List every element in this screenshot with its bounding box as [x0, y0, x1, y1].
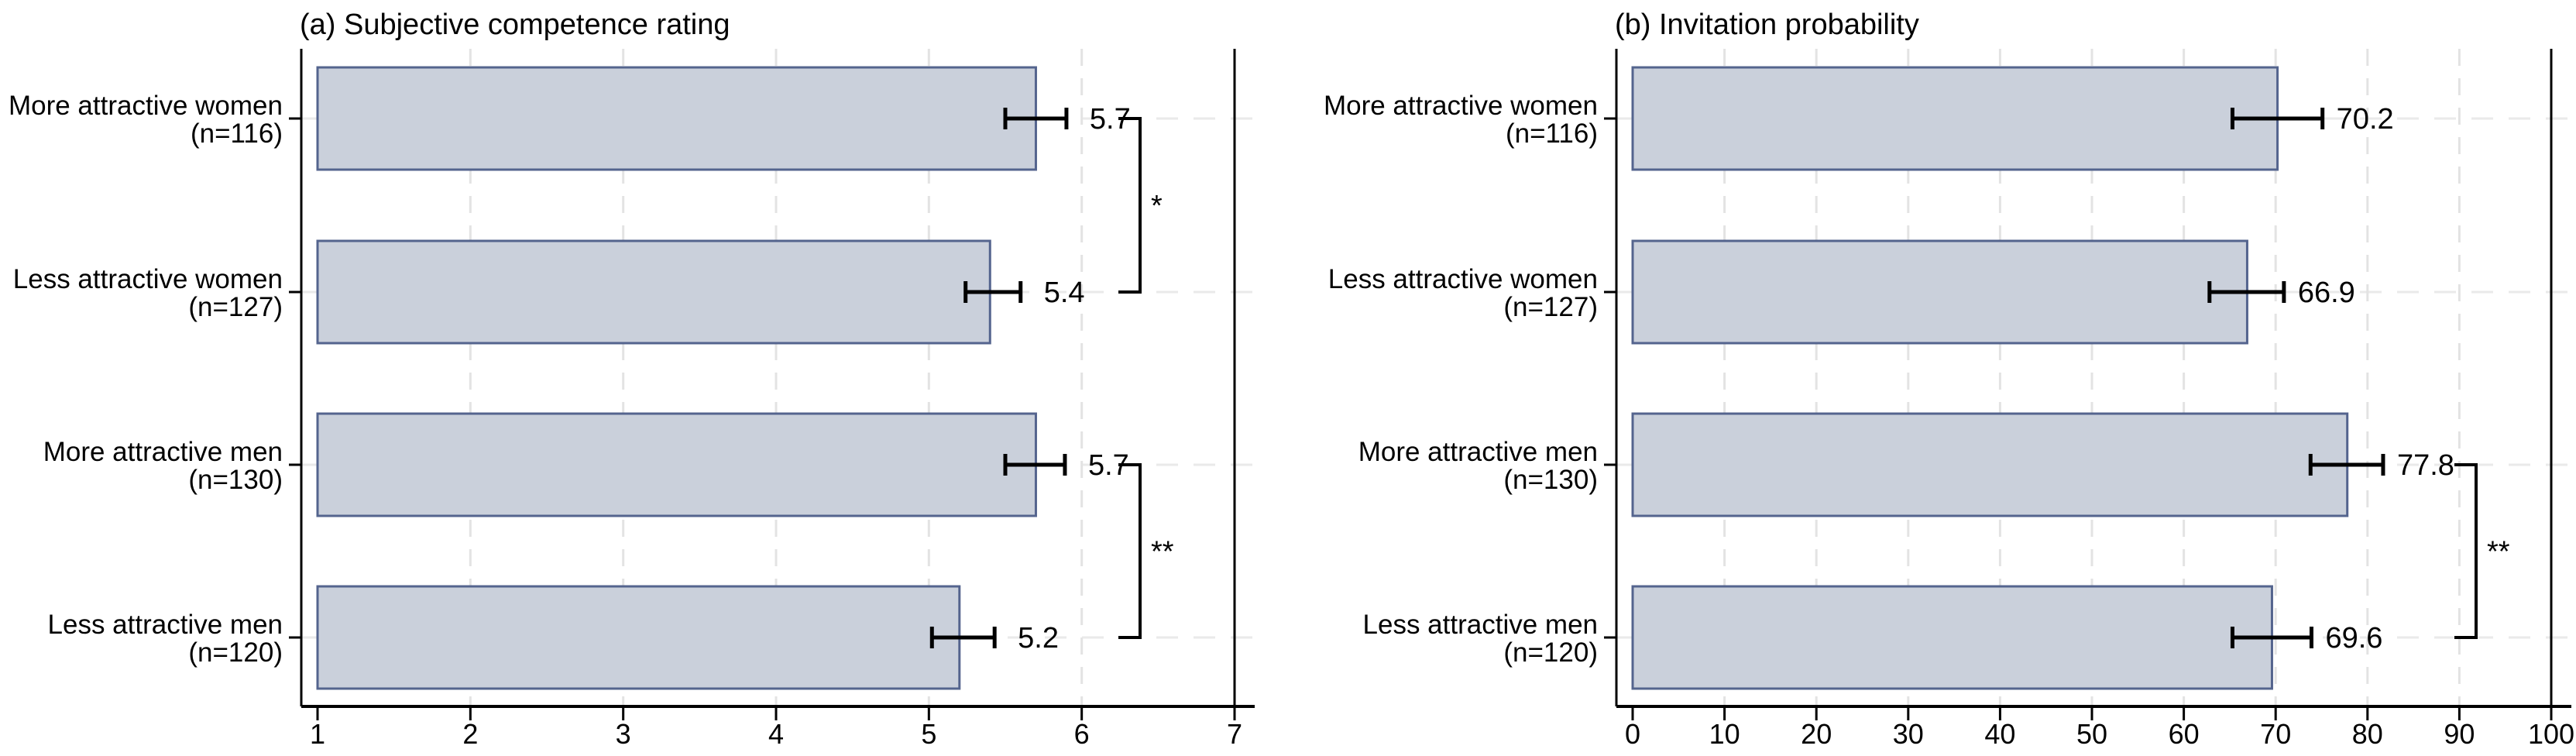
x-tick-label: 10	[1709, 718, 1740, 750]
bar-value-label: 66.9	[2298, 277, 2355, 309]
panel-title: (b) Invitation probability	[1615, 9, 1919, 41]
significance-bracket	[1118, 463, 1142, 639]
category-label-line1: Less attractive women	[13, 264, 283, 294]
x-tick-label: 4	[768, 718, 784, 750]
category-label-line1: More attractive men	[43, 437, 283, 467]
bar-value-label: 69.6	[2325, 622, 2382, 655]
bar	[1631, 412, 2349, 517]
category-label-line1: Less attractive men	[1363, 610, 1598, 640]
category-label-line1: More attractive women	[9, 91, 283, 121]
significance-bracket	[2454, 463, 2478, 639]
category-label-line2: (n=127)	[188, 292, 283, 322]
category-label-line2: (n=130)	[1503, 465, 1598, 495]
x-tick-label: 70	[2260, 718, 2291, 750]
bar	[316, 66, 1037, 171]
category-label-line2: (n=127)	[1503, 292, 1598, 322]
bar	[1631, 585, 2273, 690]
panel-title: (a) Subjective competence rating	[300, 9, 730, 41]
x-tick-label: 100	[2528, 718, 2574, 750]
bar-value-label: 5.2	[1018, 622, 1059, 655]
x-tick-label: 7	[1227, 718, 1242, 750]
significance-label: *	[1151, 190, 1163, 222]
x-tick-label: 80	[2352, 718, 2383, 750]
x-tick-label: 30	[1893, 718, 1924, 750]
category-label-line2: (n=116)	[191, 119, 283, 149]
category-label-line1: Less attractive men	[48, 610, 283, 640]
category-label-line2: (n=120)	[188, 637, 283, 668]
category-label-line2: (n=130)	[188, 465, 283, 495]
bar	[316, 239, 991, 345]
x-tick-label: 20	[1801, 718, 1832, 750]
category-label-line1: Less attractive women	[1328, 264, 1598, 294]
bar-value-label: 5.4	[1044, 277, 1085, 309]
x-tick-label: 0	[1625, 718, 1640, 750]
category-label-line1: More attractive women	[1324, 91, 1598, 121]
category-label-line1: More attractive men	[1358, 437, 1598, 467]
error-bar	[2207, 281, 2286, 303]
x-tick-label: 40	[1984, 718, 2015, 750]
x-tick-label: 6	[1074, 718, 1090, 750]
category-label-line2: (n=120)	[1503, 637, 1598, 668]
category-label-line2: (n=116)	[1506, 119, 1598, 149]
error-bar	[2308, 454, 2385, 476]
bar	[316, 412, 1037, 517]
error-bar	[2230, 108, 2325, 129]
x-tick-label: 90	[2444, 718, 2475, 750]
error-bar	[1003, 454, 1067, 476]
x-tick-label: 60	[2169, 718, 2200, 750]
panel-b: 70.2 66.9 77.8 69.6 0 10 20 30 40 50 60 70 80 90 100 Mo…	[1324, 9, 2574, 750]
x-tick-label: 50	[2076, 718, 2107, 750]
x-tick-label: 3	[616, 718, 631, 750]
bar	[1631, 239, 2248, 345]
bar	[1631, 66, 2279, 171]
significance-label: **	[1151, 536, 1174, 569]
significance-label: **	[2487, 536, 2510, 569]
bar	[316, 585, 961, 690]
error-bar	[2230, 627, 2313, 648]
x-tick-label: 2	[462, 718, 478, 750]
error-bar	[1003, 108, 1069, 129]
x-tick-label: 1	[310, 718, 325, 750]
bar-value-label: 77.8	[2397, 449, 2454, 482]
error-bar	[963, 281, 1023, 303]
bar-value-label: 70.2	[2337, 103, 2394, 136]
error-bar	[929, 627, 997, 648]
x-tick-label: 5	[921, 718, 936, 750]
significance-bracket	[1118, 117, 1142, 294]
